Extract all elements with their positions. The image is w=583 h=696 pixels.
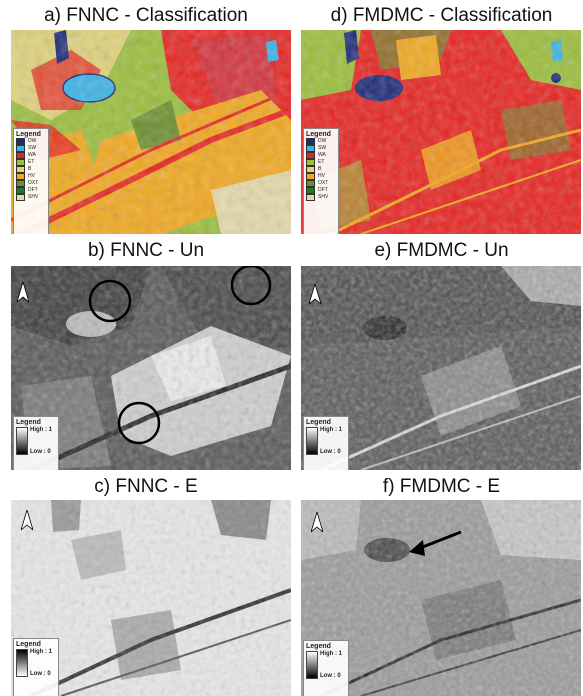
legend-item: B [306,166,336,173]
legend-label: DFT [28,187,38,193]
gradient-legend-f: Legend High : 1 Low : 0 [303,640,349,696]
title-f: f) FMDMC - E [382,476,501,497]
legend-item: HV [16,173,46,180]
legend-item: ET [16,159,46,166]
legend-label: DW [318,138,327,144]
legend-label: ET [318,159,325,165]
highlight-circle [88,279,132,323]
legend-swatch [16,152,25,159]
legend-item: OXT [16,180,46,187]
legend-swatch [306,159,315,166]
legend-swatch [16,145,25,152]
legend-title: Legend [306,419,331,426]
legend-low-label: Low : 0 [320,673,341,679]
legend-label: OXT [318,180,329,186]
gradient-legend-c: Legend High : 1 Low : 0 [13,638,59,696]
map-panel-e: Legend High : 1 Low : 0 [301,266,581,470]
title-d: d) FMDMC - Classification [330,5,553,26]
class-legend-a: Legend DW SW WA ET B HV OXT DFT SHV [13,128,49,234]
legend-title: Legend [16,419,41,426]
legend-swatch [306,194,315,201]
map-panel-f: Legend High : 1 Low : 0 [301,500,581,696]
gradient-bar [306,427,318,455]
legend-high-label: High : 1 [320,651,342,657]
legend-item: DW [16,138,46,145]
legend-label: WA [318,152,326,158]
legend-label: B [28,166,32,172]
legend-label: DFT [318,187,328,193]
legend-high-label: High : 1 [30,649,52,655]
legend-swatch [306,166,315,173]
north-arrow-icon [17,282,29,303]
legend-label: SW [318,145,327,151]
legend-item: ET [306,159,336,166]
map-panel-c: Legend High : 1 Low : 0 [11,500,291,696]
legend-label: WA [28,152,36,158]
legend-title: Legend [306,643,331,650]
gradient-bar [16,649,28,677]
legend-label: OXT [28,180,39,186]
legend-swatch [16,187,25,194]
map-panel-d: Legend DW SW WA ET B HV OXT DFT SHV [301,30,581,234]
legend-label: ET [28,159,35,165]
legend-label: B [318,166,322,172]
legend-item: HV [306,173,336,180]
gradient-bar [16,427,28,455]
title-b: b) FNNC - Un [87,240,205,261]
legend-swatch [306,152,315,159]
legend-swatch [306,138,315,145]
legend-title: Legend [16,131,41,138]
legend-label: SHV [318,194,329,200]
legend-low-label: Low : 0 [30,449,51,455]
gradient-bar [306,651,318,679]
legend-item: OXT [306,180,336,187]
legend-label: SHV [28,194,39,200]
legend-item: DFT [16,187,46,194]
legend-label: SW [28,145,37,151]
legend-label: HV [28,173,35,179]
legend-item: SHV [306,194,336,201]
north-arrow-icon [311,512,323,533]
class-legend-d: Legend DW SW WA ET B HV OXT DFT SHV [303,128,339,234]
legend-low-label: Low : 0 [30,671,51,677]
legend-item: DW [306,138,336,145]
legend-label: DW [28,138,37,144]
highlight-circle [117,401,161,445]
legend-item: SW [16,145,46,152]
legend-label: HV [318,173,325,179]
legend-swatch [16,180,25,187]
legend-item: DFT [306,187,336,194]
legend-item: WA [306,152,336,159]
legend-swatch [306,187,315,194]
legend-low-label: Low : 0 [320,449,341,455]
legend-swatch [16,173,25,180]
legend-swatch [16,166,25,173]
legend-swatch [16,138,25,145]
legend-swatch [16,159,25,166]
north-arrow-icon [21,510,33,531]
title-c: c) FNNC - E [94,476,198,497]
north-arrow-icon [309,284,321,305]
legend-swatch [306,180,315,187]
legend-swatch [16,194,25,201]
gradient-legend-e: Legend High : 1 Low : 0 [303,416,349,470]
legend-item: WA [16,152,46,159]
legend-swatch [306,145,315,152]
legend-high-label: High : 1 [30,427,52,433]
pointer-arrow-head [409,540,425,556]
legend-item: SW [306,145,336,152]
legend-item: SHV [16,194,46,201]
legend-high-label: High : 1 [320,427,342,433]
title-a: a) FNNC - Classification [44,5,248,26]
title-e: e) FMDMC - Un [374,240,509,261]
gradient-legend-b: Legend High : 1 Low : 0 [13,416,59,470]
map-panel-a: Legend DW SW WA ET B HV OXT DFT SHV [11,30,291,234]
legend-swatch [306,173,315,180]
legend-item: B [16,166,46,173]
map-panel-b: Legend High : 1 Low : 0 [11,266,291,470]
legend-title: Legend [16,641,41,648]
highlight-circle [230,266,272,306]
legend-title: Legend [306,131,331,138]
